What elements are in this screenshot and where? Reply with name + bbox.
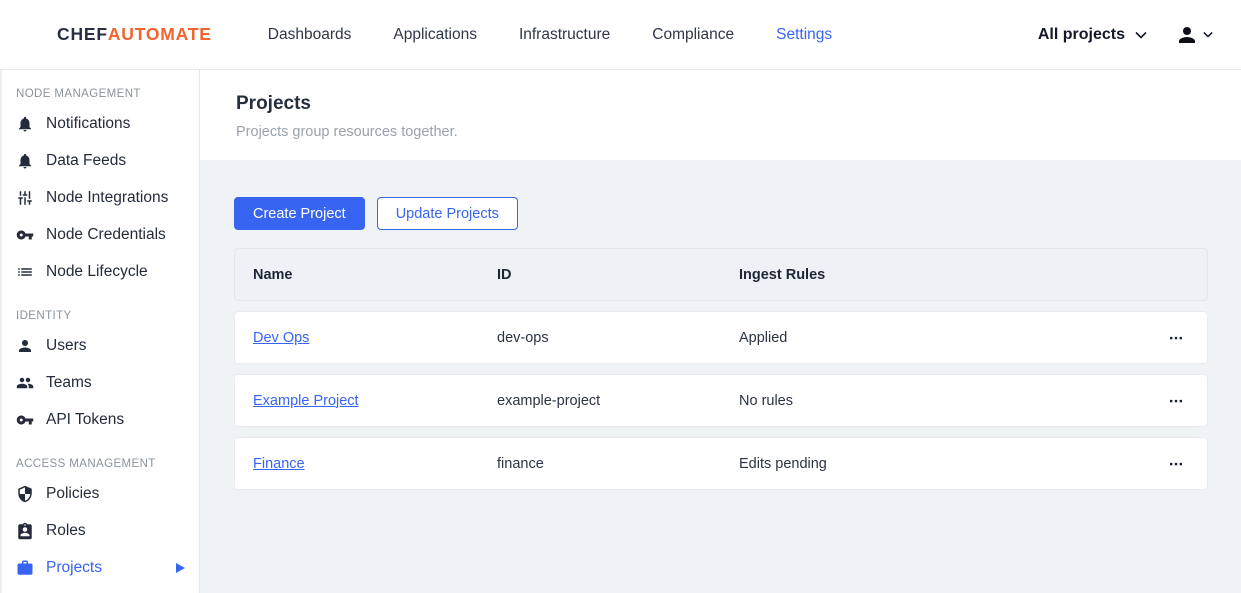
sidebar-item-label: Teams bbox=[46, 373, 92, 391]
sidebar-item-label: Node Integrations bbox=[46, 188, 169, 206]
column-header-id: ID bbox=[497, 266, 512, 283]
main-content: Projects Projects group resources togeth… bbox=[200, 70, 1241, 593]
row-menu-button[interactable] bbox=[1163, 388, 1189, 414]
column-header-ingest-rules: Ingest Rules bbox=[739, 266, 826, 283]
sidebar-section-identity: IDENTITY bbox=[16, 310, 72, 322]
page-subtitle: Projects group resources together. bbox=[236, 124, 458, 140]
projects-filter-dropdown[interactable]: All projects bbox=[1038, 26, 1147, 44]
sidebar-item-label: Policies bbox=[46, 484, 100, 502]
bell-icon bbox=[16, 152, 34, 170]
chevron-down-icon bbox=[1203, 31, 1213, 38]
row-menu-button[interactable] bbox=[1163, 325, 1189, 351]
logo-automate-text: AUTOMATE bbox=[107, 24, 212, 44]
sidebar-item-projects[interactable]: Projects bbox=[2, 549, 199, 586]
sidebar-item-node-lifecycle[interactable]: Node Lifecycle bbox=[2, 253, 199, 290]
ingest-rules-status: Applied bbox=[739, 329, 788, 346]
sidebar-item-label: Data Feeds bbox=[46, 151, 127, 169]
shield-icon bbox=[16, 485, 34, 503]
settings-sidebar: NODE MANAGEMENT Notifications Data Feeds… bbox=[0, 70, 200, 593]
nav-item-settings[interactable]: Settings bbox=[776, 25, 833, 43]
table-row: Finance finance Edits pending bbox=[234, 437, 1208, 490]
chef-automate-logo[interactable]: CHEF AUTOMATE bbox=[57, 24, 212, 45]
projects-filter-label: All projects bbox=[1037, 25, 1125, 43]
sidebar-item-notifications[interactable]: Notifications bbox=[2, 105, 199, 142]
sidebar-item-roles[interactable]: Roles bbox=[2, 512, 199, 549]
project-link-dev-ops[interactable]: Dev Ops bbox=[253, 329, 310, 346]
project-id: finance bbox=[497, 455, 544, 472]
sidebar-item-label: Node Credentials bbox=[46, 225, 166, 243]
project-id: example-project bbox=[497, 392, 601, 409]
sidebar-item-label: Projects bbox=[46, 558, 102, 576]
key-icon bbox=[16, 226, 34, 244]
page-header: Projects Projects group resources togeth… bbox=[200, 70, 1241, 160]
project-link-finance[interactable]: Finance bbox=[253, 455, 305, 472]
sidebar-item-label: Users bbox=[46, 336, 87, 354]
project-link-example-project[interactable]: Example Project bbox=[253, 392, 359, 409]
sidebar-item-node-credentials[interactable]: Node Credentials bbox=[2, 216, 199, 253]
sidebar-item-api-tokens[interactable]: API Tokens bbox=[2, 401, 199, 438]
nav-item-dashboards[interactable]: Dashboards bbox=[267, 25, 352, 43]
page-title: Projects bbox=[236, 93, 311, 114]
nav-item-applications[interactable]: Applications bbox=[393, 25, 477, 43]
chevron-down-icon bbox=[1135, 31, 1147, 39]
table-header-row: Name ID Ingest Rules bbox=[234, 248, 1208, 301]
sidebar-item-label: Roles bbox=[46, 521, 86, 539]
sidebar-section-node-management: NODE MANAGEMENT bbox=[16, 88, 141, 100]
project-id: dev-ops bbox=[497, 329, 549, 346]
sidebar-item-label: Notifications bbox=[46, 114, 131, 132]
ingest-rules-status: No rules bbox=[739, 392, 793, 409]
sidebar-item-policies[interactable]: Policies bbox=[2, 475, 199, 512]
sidebar-item-label: Node Lifecycle bbox=[46, 262, 148, 280]
sidebar-item-users[interactable]: Users bbox=[2, 327, 199, 364]
row-menu-button[interactable] bbox=[1163, 451, 1189, 477]
person-icon bbox=[16, 337, 34, 355]
sliders-icon bbox=[16, 189, 34, 207]
more-horizontal-icon bbox=[1167, 392, 1185, 410]
top-navigation-bar: CHEF AUTOMATE Dashboards Applications Inf… bbox=[0, 0, 1241, 70]
arrow-right-icon[interactable] bbox=[176, 562, 185, 573]
people-icon bbox=[16, 374, 34, 392]
projects-table: Name ID Ingest Rules Dev Ops dev-ops App… bbox=[234, 248, 1208, 490]
person-icon bbox=[1175, 23, 1199, 47]
logo-chef-text: CHEF bbox=[57, 24, 108, 44]
key-icon bbox=[16, 411, 34, 429]
nav-item-infrastructure[interactable]: Infrastructure bbox=[518, 25, 611, 43]
update-projects-button[interactable]: Update Projects bbox=[376, 197, 518, 230]
ingest-rules-status: Edits pending bbox=[739, 455, 827, 472]
sidebar-item-node-integrations[interactable]: Node Integrations bbox=[2, 179, 199, 216]
table-row: Dev Ops dev-ops Applied bbox=[234, 311, 1208, 364]
column-header-name: Name bbox=[253, 266, 293, 283]
sidebar-item-label: API Tokens bbox=[46, 410, 125, 428]
list-icon bbox=[16, 263, 34, 281]
more-horizontal-icon bbox=[1167, 455, 1185, 473]
bell-icon bbox=[16, 115, 34, 133]
content-area: Create Project Update Projects Name ID I… bbox=[200, 160, 1241, 593]
user-menu[interactable] bbox=[1175, 23, 1213, 47]
create-project-button[interactable]: Create Project bbox=[234, 197, 365, 230]
main-nav: Dashboards Applications Infrastructure C… bbox=[268, 26, 832, 44]
badge-icon bbox=[16, 522, 34, 540]
more-horizontal-icon bbox=[1167, 329, 1185, 347]
table-row: Example Project example-project No rules bbox=[234, 374, 1208, 427]
briefcase-icon bbox=[16, 559, 34, 577]
sidebar-section-access-management: ACCESS MANAGEMENT bbox=[16, 458, 156, 470]
toolbar: Create Project Update Projects bbox=[234, 197, 1208, 230]
sidebar-item-data-feeds[interactable]: Data Feeds bbox=[2, 142, 199, 179]
sidebar-item-teams[interactable]: Teams bbox=[2, 364, 199, 401]
nav-item-compliance[interactable]: Compliance bbox=[652, 25, 735, 43]
topbar-right: All projects bbox=[1038, 23, 1213, 47]
